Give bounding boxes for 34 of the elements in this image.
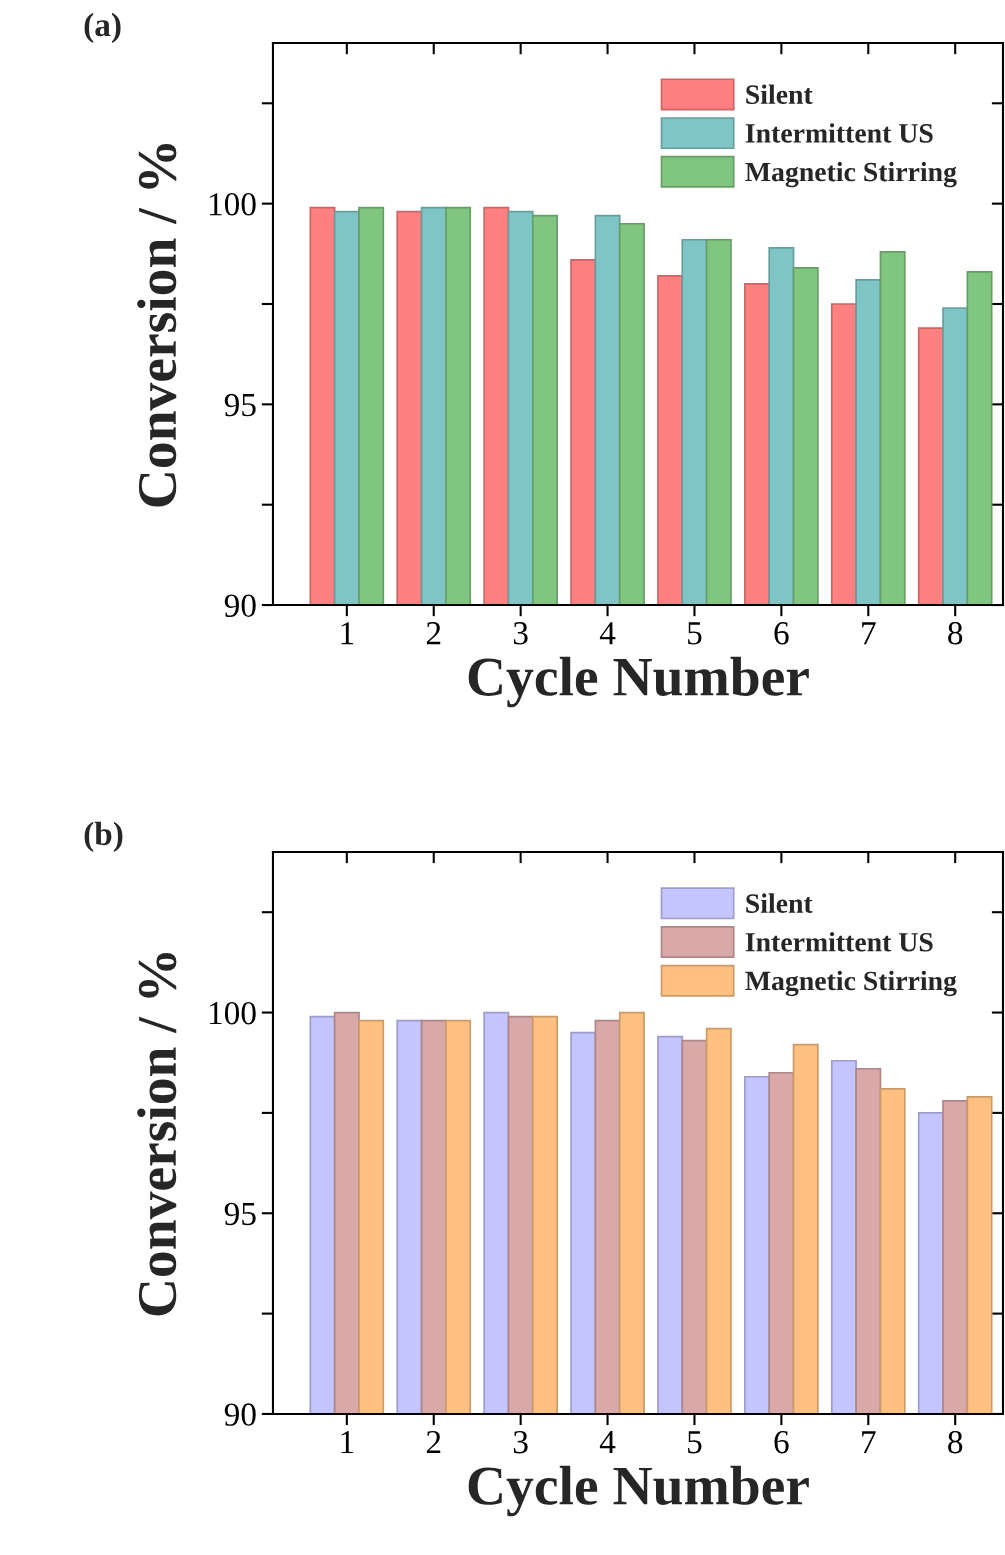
legend-label: Intermittent US <box>745 932 933 952</box>
x-tick-label: 4 <box>599 622 616 645</box>
y-tick-label: 100 <box>209 1001 256 1025</box>
x-axis-title: Cycle Number <box>468 656 809 708</box>
x-tick-label: 7 <box>862 622 876 645</box>
legend-label: Silent <box>746 84 813 104</box>
legend-label: Intermittent US <box>745 123 933 143</box>
legend-label: Magnetic Stirring <box>745 161 957 188</box>
y-tick-label: 100 <box>209 193 256 216</box>
x-tick-label: 7 <box>862 1431 876 1454</box>
legend-label: Silent <box>746 893 813 913</box>
y-axis-title: Conversion / % <box>137 952 177 1316</box>
chart-title: (a) <box>84 12 121 44</box>
x-tick-label: 4 <box>599 1431 616 1454</box>
chart-title: (b) <box>84 821 123 852</box>
x-tick-label: 2 <box>426 1430 441 1454</box>
y-tick-label: 95 <box>224 393 256 417</box>
legend-label: Magnetic Stirring <box>745 970 957 997</box>
x-tick-label: 8 <box>948 1430 963 1454</box>
y-tick-label: 95 <box>224 1202 256 1226</box>
y-tick-label: 90 <box>224 1403 256 1426</box>
x-tick-label: 1 <box>341 622 354 645</box>
x-tick-label: 2 <box>426 622 441 645</box>
x-tick-label: 1 <box>341 1431 354 1454</box>
x-tick-label: 5 <box>688 1431 702 1454</box>
x-axis-title: Cycle Number <box>468 1465 809 1517</box>
x-tick-label: 3 <box>513 1430 528 1454</box>
x-tick-label: 6 <box>774 1430 789 1454</box>
y-axis-title: Conversion / % <box>137 144 177 507</box>
x-tick-label: 5 <box>688 622 702 645</box>
x-tick-label: 8 <box>948 621 963 645</box>
x-tick-label: 6 <box>774 622 789 645</box>
y-tick-label: 90 <box>224 594 256 617</box>
x-tick-label: 3 <box>513 622 528 645</box>
